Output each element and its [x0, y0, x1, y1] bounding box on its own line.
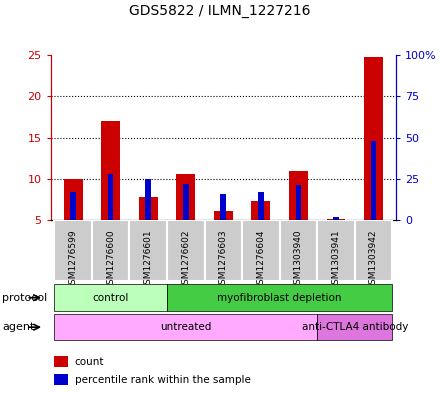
Bar [139, 197, 158, 220]
Text: percentile rank within the sample: percentile rank within the sample [75, 375, 251, 385]
Text: GSM1303942: GSM1303942 [369, 229, 378, 290]
Bar [145, 179, 151, 220]
Bar [101, 121, 120, 220]
Text: count: count [75, 357, 104, 367]
Bar [258, 192, 264, 220]
Text: GSM1303940: GSM1303940 [294, 229, 303, 290]
Bar [205, 220, 242, 281]
Text: myofibroblast depletion: myofibroblast depletion [217, 293, 342, 303]
Bar [296, 185, 301, 220]
Bar [317, 220, 355, 281]
Bar [370, 141, 376, 220]
Text: anti-CTLA4 antibody: anti-CTLA4 antibody [301, 322, 408, 332]
Bar [220, 194, 226, 220]
Bar [214, 211, 233, 220]
Bar [364, 57, 383, 220]
Text: GSM1276599: GSM1276599 [69, 229, 77, 290]
Text: GSM1276604: GSM1276604 [257, 229, 265, 290]
Bar [176, 174, 195, 220]
Bar [55, 285, 167, 311]
Bar [326, 219, 345, 220]
Bar [129, 220, 167, 281]
Text: untreated: untreated [160, 322, 212, 332]
Bar [54, 374, 68, 385]
Bar [251, 201, 270, 220]
Bar [183, 184, 189, 220]
Bar [355, 220, 392, 281]
Text: control: control [92, 293, 129, 303]
Bar [242, 220, 279, 281]
Text: protocol: protocol [2, 293, 48, 303]
Bar [167, 285, 392, 311]
Text: GSM1276600: GSM1276600 [106, 229, 115, 290]
Bar [108, 174, 114, 220]
Bar [92, 220, 129, 281]
Bar [289, 171, 308, 220]
Text: GSM1276603: GSM1276603 [219, 229, 228, 290]
Text: GSM1276601: GSM1276601 [144, 229, 153, 290]
Text: GSM1276602: GSM1276602 [181, 229, 190, 290]
Bar [167, 220, 205, 281]
Text: GDS5822 / ILMN_1227216: GDS5822 / ILMN_1227216 [129, 4, 311, 18]
Bar [70, 192, 76, 220]
Bar [64, 179, 83, 220]
Bar [54, 356, 68, 367]
Bar [55, 314, 317, 340]
Bar [279, 220, 317, 281]
Bar [317, 314, 392, 340]
Bar [333, 217, 339, 220]
Bar [55, 220, 92, 281]
Text: agent: agent [2, 322, 35, 332]
Text: GSM1303941: GSM1303941 [331, 229, 341, 290]
